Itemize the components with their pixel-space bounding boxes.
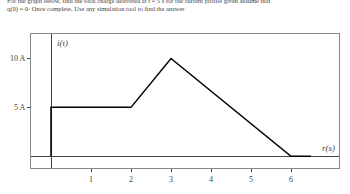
svg-text:1: 1: [89, 175, 93, 184]
svg-text:2: 2: [129, 175, 133, 184]
svg-text:5: 5: [249, 175, 253, 184]
svg-text:4: 4: [209, 175, 213, 184]
svg-text:10 A: 10 A: [10, 54, 26, 63]
svg-text:r(s): r(s): [322, 143, 335, 153]
svg-text:i(t): i(t): [57, 38, 68, 48]
svg-text:3: 3: [169, 175, 173, 184]
svg-text:6: 6: [289, 175, 293, 184]
svg-text:5 A: 5 A: [14, 103, 26, 112]
svg-text:For the graph below, find the: For the graph below, find the total char…: [7, 0, 270, 13]
